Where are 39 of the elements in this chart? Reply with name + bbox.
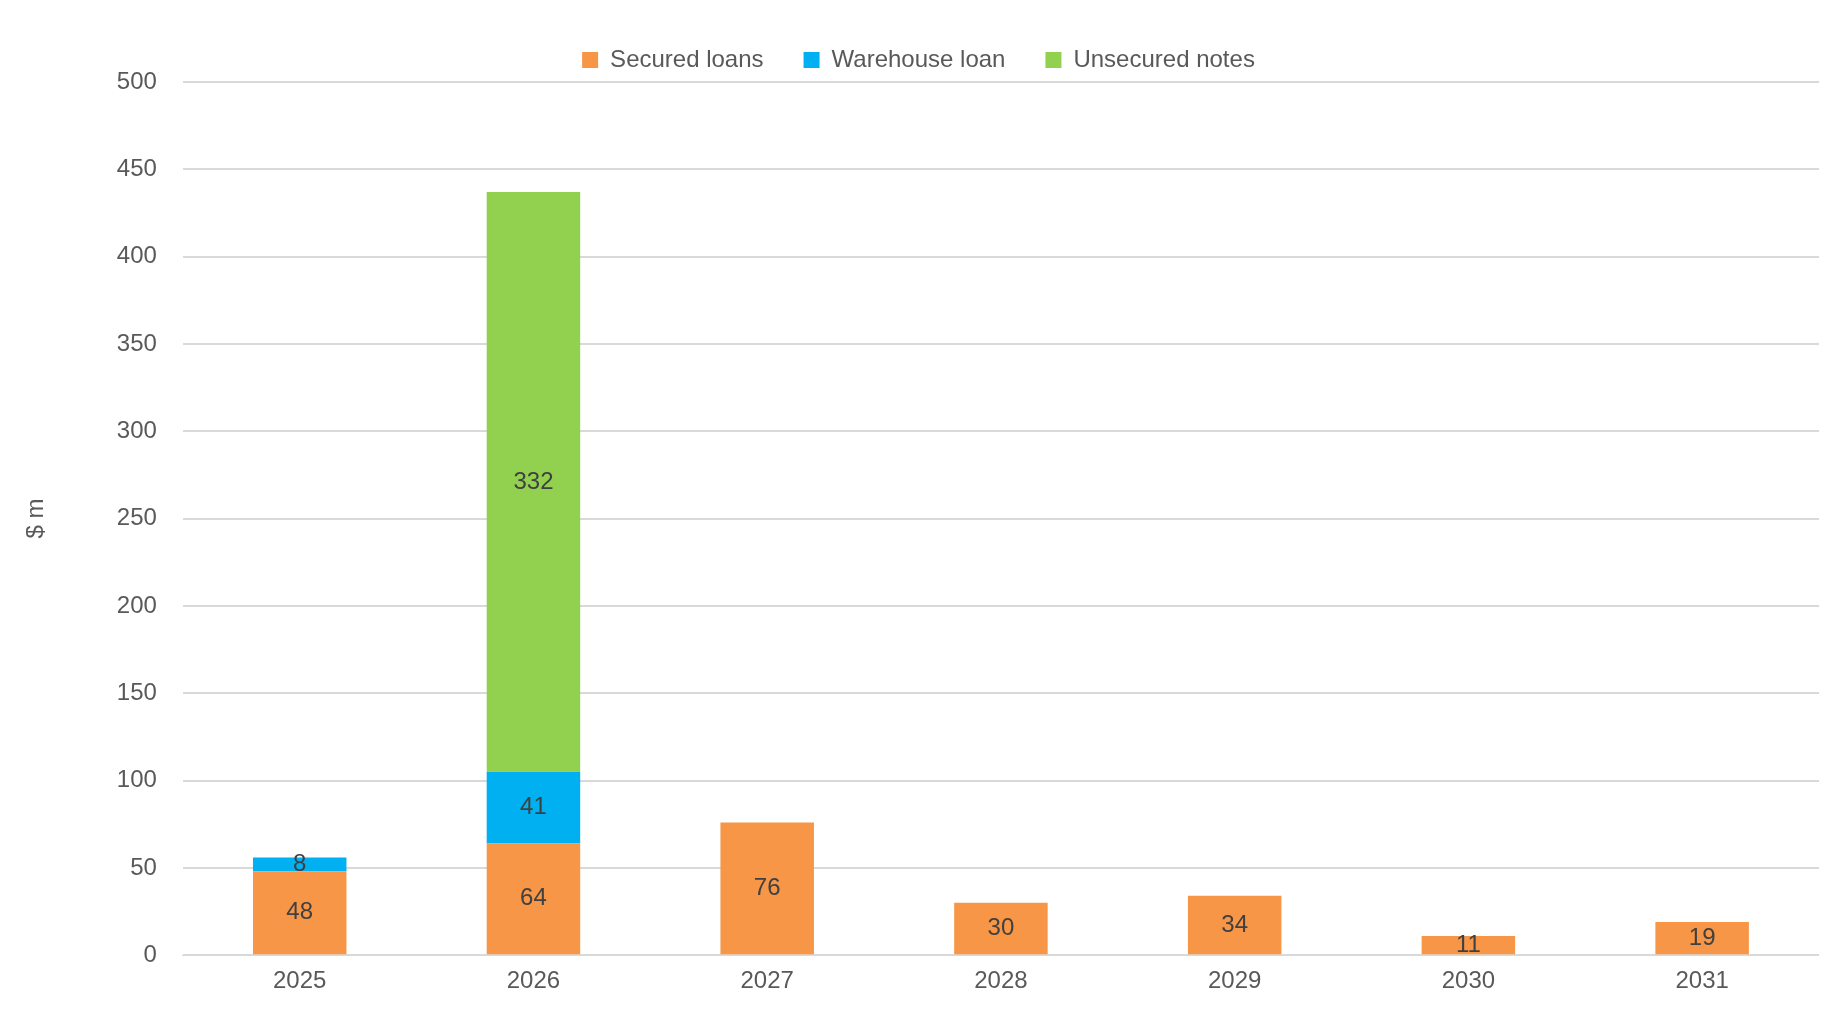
bar [1187,895,1282,955]
y-tick-label: 100 [116,765,157,793]
legend-label: Secured loans [610,44,764,72]
y-tick-label: 400 [116,241,157,269]
x-tick-label: 2029 [1207,966,1262,994]
data-label: 76 [753,872,781,900]
bar [486,192,581,772]
x-tick-label: 2027 [740,966,794,994]
y-tick-label: 50 [130,852,157,880]
data-label: 19 [1688,922,1716,950]
y-tick-label: 500 [116,66,157,94]
bar [252,871,347,955]
bar [1655,922,1749,955]
x-tick-label: 2028 [974,966,1028,994]
y-tick-label: 200 [116,590,157,618]
data-label: 64 [520,883,547,911]
y-tick-label: 450 [116,153,157,181]
data-label: 30 [987,913,1015,941]
bar [720,822,814,955]
y-tick-label: 150 [116,677,157,705]
y-tick-label: 350 [116,328,157,356]
x-tick-label: 2030 [1441,966,1496,994]
y-tick-label: 250 [116,503,157,531]
x-tick-label: 2031 [1675,966,1729,994]
bar [486,843,581,955]
bar [486,771,581,844]
legend-label: Warehouse loan [831,44,1006,72]
data-label: 41 [520,792,547,820]
x-tick-label: 2026 [506,966,561,994]
y-axis-title: $ m [21,498,49,539]
x-tick-label: 2025 [273,966,327,994]
data-label: 332 [513,466,554,494]
data-label: 48 [286,897,314,925]
data-label: 11 [1455,929,1481,957]
y-tick-label: 0 [143,939,157,967]
data-label: 34 [1221,909,1249,937]
legend-label: Unsecured notes [1073,44,1255,72]
bar [954,902,1048,955]
y-tick-label: 300 [116,415,157,443]
